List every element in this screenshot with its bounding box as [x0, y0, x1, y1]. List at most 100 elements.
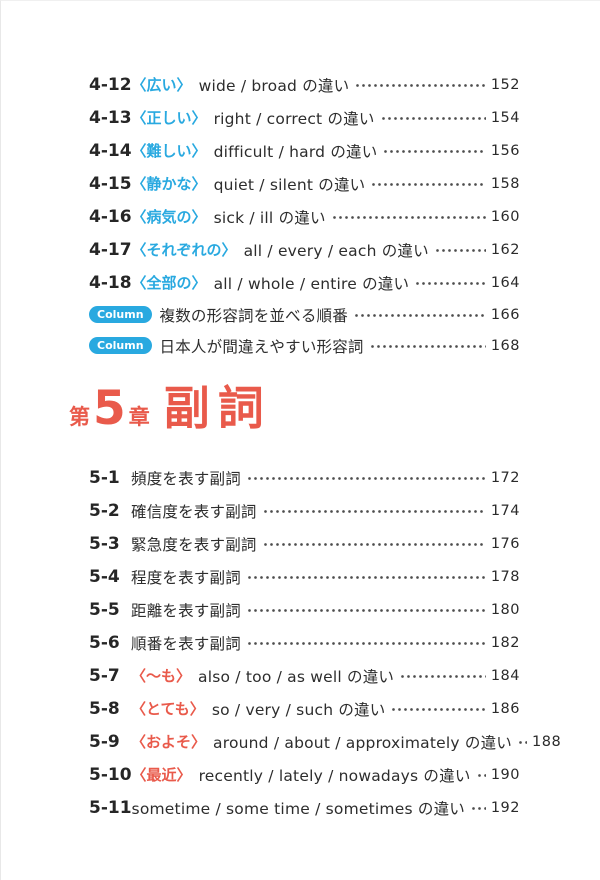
item-label: 距離を表す副詞: [131, 601, 241, 620]
dotted-leader: [381, 117, 486, 120]
chapter-number: 5: [93, 381, 126, 436]
page-number: 180: [490, 601, 520, 618]
item-label: quiet / silent の違い: [213, 175, 366, 194]
page-number: 160: [490, 208, 520, 225]
item-number: 4-15: [89, 173, 132, 194]
item-number: 5-5: [89, 599, 120, 620]
dotted-leader: [332, 216, 486, 219]
item-label: 程度を表す副詞: [131, 568, 241, 587]
toc-item-4-12: 4-12 〈広い〉 wide / broad の違い 152: [89, 68, 520, 101]
item-label: also / too / as well の違い: [198, 667, 395, 686]
item-bracket: 〈それぞれの〉: [131, 241, 237, 259]
column-badge: Column: [89, 306, 152, 323]
item-label: sometime / some time / sometimes の違い: [131, 799, 465, 818]
item-number: 5-4: [89, 566, 120, 587]
dotted-leader: [435, 249, 486, 252]
chapter-suffix: 章: [128, 405, 150, 429]
dotted-leader: [416, 282, 486, 285]
item-bracket: 〈およそ〉: [131, 733, 207, 751]
item-label: 確信度を表す副詞: [131, 502, 257, 521]
toc-item-5-3: 5-3 緊急度を表す副詞 176: [89, 527, 520, 560]
item-label: around / about / approximately の違い: [213, 733, 512, 752]
item-bracket: 〈〜も〉: [131, 667, 192, 685]
dotted-leader: [247, 576, 486, 579]
item-bracket: 〈病気の〉: [131, 208, 207, 226]
page-number: 162: [490, 241, 520, 258]
dotted-leader: [370, 345, 486, 348]
chapter-prefix: 第: [69, 405, 90, 429]
chapter5-toc-list: 5-1 頻度を表す副詞 172 5-2 確信度を表す副詞 174 5-3 緊急度を表す副詞…: [89, 461, 561, 824]
item-number: 4-17: [89, 239, 132, 260]
item-label: 順番を表す副詞: [131, 634, 241, 653]
page-number: 154: [490, 109, 520, 126]
page-number: 152: [490, 76, 520, 93]
item-bracket: 〈難しい〉: [131, 142, 207, 160]
dotted-leader: [401, 675, 486, 678]
chapter4-toc-list: 4-12 〈広い〉 wide / broad の違い 152 4-13 〈正しい〉 rig…: [89, 68, 520, 299]
column-item-2: Column 日本人が間違えやすい形容詞 168: [89, 330, 520, 361]
dotted-leader: [384, 150, 486, 153]
toc-item-5-4: 5-4 程度を表す副詞 178: [89, 560, 520, 593]
page-number: 168: [490, 337, 520, 354]
dotted-leader: [263, 510, 486, 513]
item-bracket: 〈全部の〉: [131, 274, 207, 292]
dotted-leader: [356, 84, 486, 87]
toc-item-4-17: 4-17 〈それぞれの〉 all / every / each の違い 162: [89, 233, 520, 266]
item-bracket: 〈正しい〉: [131, 109, 207, 127]
dotted-leader: [247, 477, 486, 480]
dotted-leader: [354, 314, 486, 317]
chapter-title: 副詞: [163, 381, 272, 435]
toc-item-4-18: 4-18 〈全部の〉 all / whole / entire の違い 164: [89, 266, 520, 299]
toc-item-5-10: 5-10 〈最近〉 recently / lately / nowadays の違い…: [89, 758, 520, 791]
item-number: 4-12: [89, 74, 132, 95]
toc-item-5-5: 5-5 距離を表す副詞 180: [89, 593, 520, 626]
page-number: 176: [490, 535, 520, 552]
item-label: recently / lately / nowadays の違い: [198, 766, 471, 785]
item-bracket: 〈最近〉: [131, 766, 192, 784]
item-number: 5-9: [89, 731, 120, 752]
item-label: all / whole / entire の違い: [213, 274, 410, 293]
toc-item-5-2: 5-2 確信度を表す副詞 174: [89, 494, 520, 527]
page-number: 172: [490, 469, 520, 486]
toc-item-4-15: 4-15 〈静かな〉 quiet / silent の違い 158: [89, 167, 520, 200]
item-label: difficult / hard の違い: [213, 142, 378, 161]
item-number: 5-2: [89, 500, 120, 521]
item-number: 4-18: [89, 272, 132, 293]
toc-item-4-13: 4-13 〈正しい〉 right / correct の違い 154: [89, 101, 520, 134]
page-number: 166: [490, 306, 520, 323]
page-number: 174: [490, 502, 520, 519]
item-label: sick / ill の違い: [213, 208, 326, 227]
column-item-1: Column 複数の形容詞を並べる順番 166: [89, 299, 520, 330]
dotted-leader: [247, 609, 486, 612]
item-number: 5-11: [89, 797, 132, 818]
page-number: 178: [490, 568, 520, 585]
toc-item-5-11: 5-11 sometime / some time / sometimes の違い…: [89, 791, 520, 824]
dotted-leader: [519, 741, 527, 744]
column-list: Column 複数の形容詞を並べる順番 166 Column 日本人が間違えやすい形容…: [89, 299, 520, 361]
toc-item-5-9: 5-9 〈およそ〉 around / about / approximately の…: [89, 725, 561, 758]
item-number: 5-8: [89, 698, 120, 719]
dotted-leader: [247, 642, 486, 645]
item-label: 頻度を表す副詞: [131, 469, 241, 488]
dotted-leader: [372, 183, 486, 186]
item-label: all / every / each の違い: [243, 241, 429, 260]
page-number: 190: [490, 766, 520, 783]
item-number: 5-7: [89, 665, 120, 686]
column-badge: Column: [89, 337, 152, 354]
toc-item-5-1: 5-1 頻度を表す副詞 172: [89, 461, 520, 494]
page-number: 184: [490, 667, 520, 684]
item-number: 4-16: [89, 206, 132, 227]
item-bracket: 〈広い〉: [131, 76, 192, 94]
item-number: 5-1: [89, 467, 120, 488]
item-label: wide / broad の違い: [198, 76, 350, 95]
page-number: 188: [532, 733, 562, 750]
dotted-leader: [263, 543, 486, 546]
chapter-heading: 第 5 章副詞: [69, 385, 520, 445]
toc-item-4-16: 4-16 〈病気の〉 sick / ill の違い 160: [89, 200, 520, 233]
toc-item-5-8: 5-8 〈とても〉 so / very / such の違い 186: [89, 692, 520, 725]
dotted-leader: [392, 708, 486, 711]
item-number: 4-14: [89, 140, 132, 161]
column-label: 日本人が間違えやすい形容詞: [159, 337, 364, 356]
column-label: 複数の形容詞を並べる順番: [159, 306, 348, 325]
